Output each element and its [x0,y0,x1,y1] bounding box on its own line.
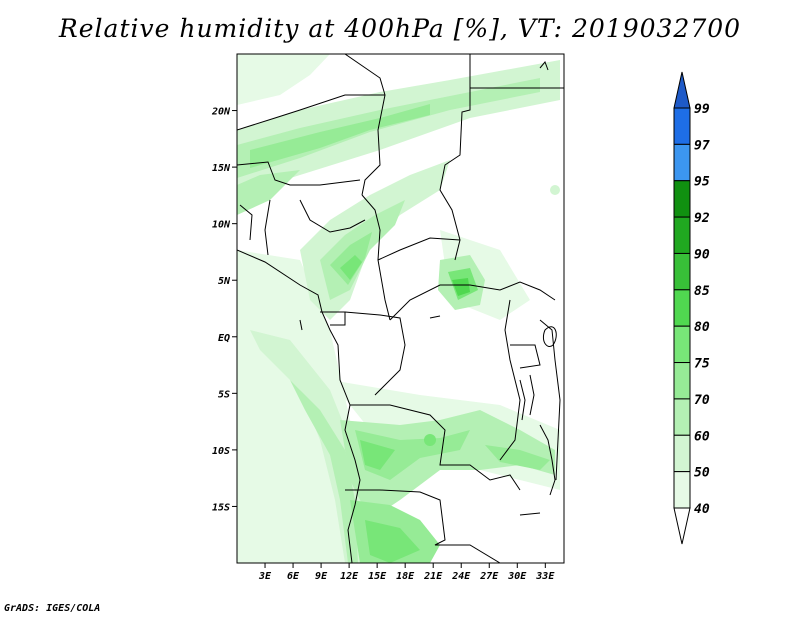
country-borders [237,54,564,563]
colorbar-label: 80 [694,320,710,335]
colorbar-segment [673,362,691,400]
colorbar-label: 50 [694,466,710,481]
lat-label: EQ [218,333,230,344]
colorbar-label: 75 [694,357,710,372]
lat-label: 15S [212,502,230,513]
lon-label: 18E [396,571,415,582]
colorbar-segment [673,289,691,327]
lat-label: 10S [212,446,230,457]
lat-label: 15N [212,163,231,174]
colorbar-segment [673,180,691,218]
colorbar-segment [673,325,691,364]
colorbar-segment [673,107,691,145]
lon-label: 3E [258,571,272,582]
lon-label: 15E [368,571,387,582]
lat-label: 10N [212,220,231,231]
colorbar-label: 97 [694,138,710,153]
lon-label: 6E [287,571,300,582]
colorbar-bottom-arrow [673,507,691,545]
lake-outlines [299,61,557,516]
lat-label: 5S [218,389,230,400]
colorbar-label: 60 [694,429,710,444]
colorbar-segment [673,216,691,254]
longitude-axis: 3E 6E 9E 12E 15E 18E 21E 24E 27E 30E 33E [258,563,555,582]
grads-credit: GrADS: IGES/COLA [4,603,101,614]
lon-label: 30E [507,571,527,582]
colorbar-label: 95 [694,175,710,190]
colorbar-label: 99 [694,102,710,117]
lon-label: 24E [451,571,471,582]
colorbar-top-arrow [673,71,691,109]
colorbar-segment [673,471,691,509]
lat-label: 20N [211,107,231,118]
colorbar-label: 92 [694,211,710,226]
chart-title: Relative humidity at 400hPa [%], VT: 201… [58,14,742,43]
lon-label: 21E [423,571,443,582]
map-frame [236,53,565,564]
colorbar-segment [673,252,691,291]
latitude-axis: 20N 15N 10N 5N EQ 5S 10S 15S [211,107,237,513]
lon-label: 9E [315,571,328,582]
humidity-shading [237,54,560,563]
colorbar-segment [673,398,691,436]
colorbar-segment [673,434,691,473]
colorbar-label: 85 [694,284,710,299]
lon-label: 27E [479,571,499,582]
colorbar-segment [673,143,691,182]
lat-label: 5N [218,276,231,287]
colorbar-label: 40 [694,502,710,517]
colorbar: 99 97 95 92 90 85 80 75 70 60 50 40 [673,71,710,545]
colorbar-label: 90 [694,247,710,262]
lon-label: 12E [340,571,359,582]
colorbar-label: 70 [694,393,710,408]
lon-label: 33E [535,571,555,582]
